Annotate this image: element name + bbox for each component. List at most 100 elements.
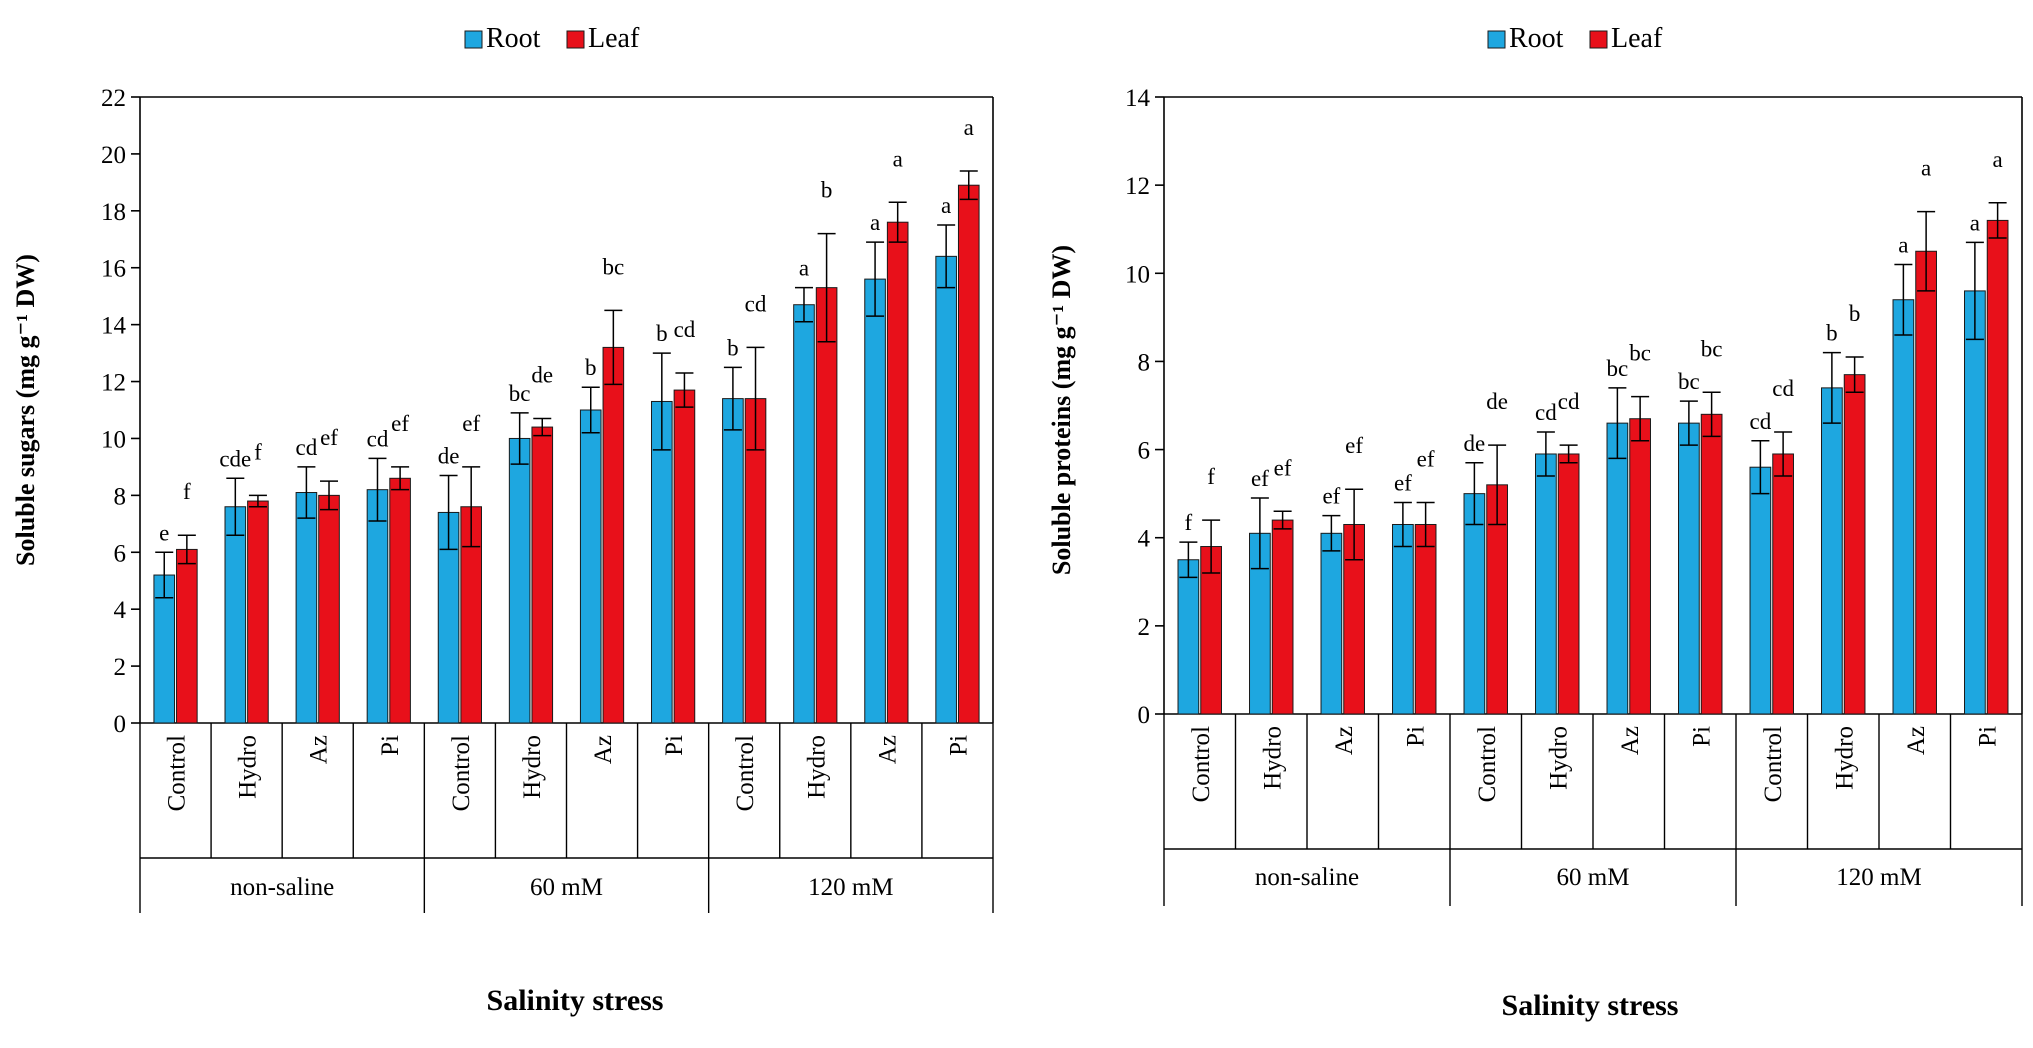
category-label: Az [1331, 726, 1358, 755]
leaf-bar [602, 346, 625, 724]
y-tick-label: 6 [114, 540, 127, 567]
root-bar [1320, 532, 1343, 715]
significance-label: cd [367, 426, 389, 451]
significance-label: b [1826, 321, 1838, 346]
category-label: Control [164, 735, 191, 811]
x-axis-title: Salinity stress [487, 984, 664, 1017]
root-legend-swatch [464, 30, 483, 49]
category-label: Hydro [519, 735, 546, 799]
significance-label: a [1970, 210, 1980, 235]
significance-label: bc [1629, 341, 1651, 366]
legend: Root Leaf [1487, 23, 1663, 54]
leaf-bar [886, 221, 909, 724]
leaf-legend-swatch [566, 30, 585, 49]
root-bar [935, 255, 957, 724]
category-label: Pi [945, 735, 972, 756]
category-label: Control [1188, 726, 1215, 802]
significance-label: de [438, 443, 460, 468]
y-tick-label: 0 [1138, 702, 1151, 729]
y-tick-label: 8 [114, 483, 127, 510]
root-bar [1606, 422, 1629, 715]
significance-label: cd [745, 291, 767, 316]
y-tick-label: 6 [1138, 438, 1151, 465]
category-label: Az [874, 735, 901, 764]
significance-label: ef [1417, 446, 1435, 471]
group-label: 60 mM [530, 874, 603, 901]
leaf-bar [1629, 418, 1651, 715]
root-bar [793, 304, 815, 724]
category-label: Hydro [1259, 726, 1286, 790]
significance-label: bc [1607, 356, 1629, 381]
significance-label: f [183, 479, 191, 504]
root-bar [366, 489, 389, 724]
category-label: Pi [1688, 726, 1715, 747]
leaf-bar [673, 389, 696, 724]
soluble-sugars-chart: 0 2 4 6 8 10 12 14 16 18 20 22 Control Hydro Az Pi Contr… [11, 23, 994, 1017]
significance-label: f [1185, 510, 1193, 535]
y-tick-label: 12 [1125, 173, 1150, 200]
leaf-bar [957, 184, 980, 724]
leaf-bar [247, 500, 269, 724]
significance-label: f [254, 439, 262, 464]
root-bar [1892, 299, 1915, 715]
leaf-bar [1772, 453, 1794, 715]
leaf-bar [1843, 374, 1866, 715]
significance-label: cd [1535, 400, 1557, 425]
legend: Root Leaf [464, 23, 640, 54]
leaf-bar [815, 287, 838, 724]
leaf-bar [318, 494, 340, 724]
significance-label: de [1486, 389, 1508, 414]
significance-label: a [941, 193, 951, 218]
significance-label: f [1207, 464, 1215, 489]
significance-label: b [727, 335, 739, 360]
leaf-bar [1271, 519, 1294, 715]
legend-label: Leaf [1611, 23, 1663, 54]
category-label: Control [1760, 726, 1787, 802]
category-label: Az [1903, 726, 1930, 755]
group-label: non-saline [1255, 864, 1359, 891]
significance-label: de [531, 363, 553, 388]
root-bar [1964, 290, 1986, 715]
significance-label: a [1898, 232, 1908, 257]
soluble-proteins-chart: 0 2 4 6 8 10 12 14 Control Hydro Az Pi Control Hydro A… [1047, 23, 2023, 1022]
category-label: Az [306, 735, 333, 764]
category-label: Hydro [235, 735, 262, 799]
category-label: Pi [377, 735, 404, 756]
significance-label: e [159, 520, 169, 545]
y-tick-label: 2 [1138, 614, 1151, 641]
significance-label: b [656, 321, 668, 346]
leaf-bar [389, 477, 411, 724]
legend-label: Leaf [588, 23, 640, 54]
category-label: Pi [1974, 726, 2001, 747]
category-label: Hydro [803, 735, 830, 799]
significance-label: ef [1274, 455, 1292, 480]
root-bar [864, 278, 886, 724]
group-label: 120 mM [808, 874, 893, 901]
significance-label: cd [674, 317, 696, 342]
significance-label: bc [509, 381, 531, 406]
root-bar [1749, 466, 1772, 715]
x-axis-title: Salinity stress [1502, 989, 1679, 1022]
significance-label: cd [1558, 389, 1580, 414]
leaf-bar [176, 548, 198, 724]
significance-label: a [893, 146, 903, 171]
significance-label: ef [1345, 433, 1363, 458]
category-label: Pi [661, 735, 688, 756]
y-tick-label: 10 [1125, 261, 1150, 288]
significance-label: b [821, 178, 833, 203]
significance-label: de [1464, 431, 1486, 456]
y-tick-label: 22 [101, 85, 126, 112]
significance-label: bc [1701, 336, 1723, 361]
leaf-bar [1557, 453, 1580, 715]
y-tick-label: 20 [101, 142, 126, 169]
significance-label: b [585, 355, 597, 380]
significance-label: b [1849, 301, 1861, 326]
leaf-bar [1915, 250, 1937, 715]
root-bar [579, 409, 602, 724]
root-bar [1821, 387, 1843, 715]
root-bar [1678, 422, 1700, 715]
leaf-legend-swatch [1589, 30, 1608, 49]
legend-label: Root [486, 23, 541, 54]
y-tick-label: 8 [1138, 349, 1151, 376]
y-tick-label: 4 [114, 597, 127, 624]
